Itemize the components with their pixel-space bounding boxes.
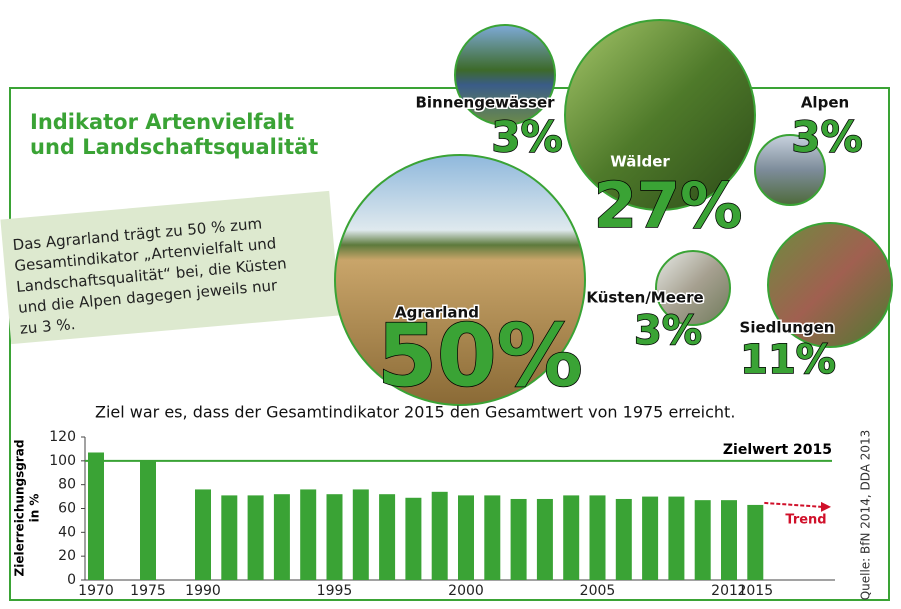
note: Das Agrarland trägt zu 50 % zumGesamtind… (0, 191, 340, 344)
bubble-value: 27% (594, 169, 742, 242)
bar (642, 497, 658, 580)
trend-arrowhead (821, 502, 831, 512)
y-tick-label: 100 (49, 453, 76, 469)
bar (140, 461, 156, 580)
bar (88, 452, 104, 580)
page: Indikator Artenvielfalt und Landschaftsq… (0, 0, 901, 605)
bar (695, 500, 711, 580)
y-tick-label: 0 (67, 572, 76, 588)
bar (327, 494, 343, 580)
infographic: Indikator Artenvielfalt und Landschaftsq… (0, 0, 901, 605)
bar (590, 495, 606, 580)
y-axis-title: in % (28, 494, 42, 523)
x-tick-label: 1970 (78, 583, 114, 599)
bar (721, 500, 737, 580)
trend-label: Trend (785, 512, 826, 527)
bubble-label: Küsten/Meere (586, 289, 703, 307)
bubble-label: Alpen (801, 94, 849, 112)
bubble-value: 50% (377, 306, 583, 406)
y-tick-label: 40 (58, 524, 76, 540)
bubble-label: Siedlungen (740, 319, 835, 337)
bar (458, 495, 474, 580)
bubble-value: 3% (634, 308, 702, 354)
x-tick-label: 2000 (448, 583, 484, 599)
bar (221, 495, 237, 580)
bubble-label: Binnengewässer (415, 94, 555, 112)
bar (379, 494, 395, 580)
bubble-value: 3% (791, 113, 862, 162)
bar (563, 495, 579, 580)
title: und Landschaftsqualität (30, 135, 318, 159)
target-label: Zielwert 2015 (723, 442, 832, 458)
bar (537, 499, 553, 580)
title: Indikator Artenvielfalt (30, 110, 294, 134)
bubble-label: Wälder (610, 153, 670, 171)
bar (248, 495, 264, 580)
bar (747, 505, 763, 580)
bar (668, 497, 684, 580)
bar (300, 489, 316, 580)
bar (274, 494, 290, 580)
x-tick-label: 1995 (317, 583, 353, 599)
x-tick-label: 1975 (130, 583, 166, 599)
x-tick-label: 2005 (580, 583, 616, 599)
bar (484, 495, 500, 580)
bubble-value: 3% (491, 113, 562, 162)
y-axis-title: Zielerreichungsgrad (13, 440, 27, 577)
y-tick-label: 120 (49, 429, 76, 445)
x-tick-label: 2015 (737, 583, 773, 599)
bar (616, 499, 632, 580)
bar (432, 492, 448, 580)
bar (405, 498, 421, 580)
bubble-value: 11% (740, 337, 836, 383)
bar (511, 499, 527, 580)
bar (195, 489, 211, 580)
subtitle: Ziel war es, dass der Gesamtindikator 20… (95, 403, 735, 422)
y-tick-label: 20 (58, 548, 76, 564)
bar (353, 489, 369, 580)
source: Quelle: BfN 2014, DDA 2013 (859, 430, 873, 601)
trend-arrow (764, 503, 823, 507)
y-tick-label: 60 (58, 501, 76, 517)
x-tick-label: 1990 (185, 583, 221, 599)
y-tick-label: 80 (58, 477, 76, 493)
